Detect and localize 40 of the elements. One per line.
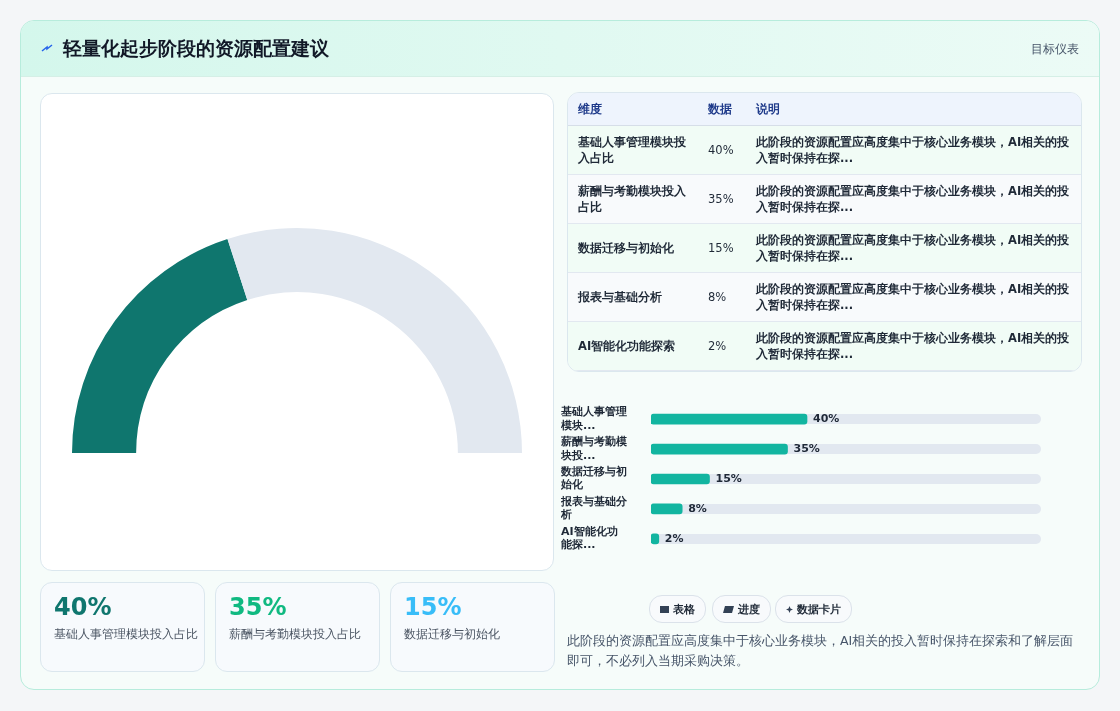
text: 8%	[708, 290, 727, 304]
y-tick-label: 基础人事管理模块...	[560, 405, 627, 432]
category-label: AI智能化功能探索	[568, 321, 698, 371]
text: 数据卡片	[797, 601, 841, 617]
text: 40%	[54, 593, 112, 621]
text: 2%	[708, 339, 727, 353]
text: 15%	[404, 593, 462, 621]
text: 此阶段的资源配置应高度集中于核心业务模块，AI相关的投入暂时保持在探...	[746, 223, 1081, 273]
data-label: 40%	[813, 412, 840, 426]
text: 数据	[698, 93, 746, 126]
text: 目标仪表	[1031, 41, 1079, 58]
text: 35%	[708, 192, 734, 206]
text: 进度	[738, 601, 760, 617]
y-tick-label: 薪酬与考勤模块投...	[560, 435, 628, 462]
category-label: 基础人事管理模块投入占比	[54, 627, 199, 642]
text: 此阶段的资源配置应高度集中于核心业务模块，AI相关的投入暂时保持在探索和了解层面即可，不必列入当期采购决策。	[567, 632, 1075, 670]
text: 此阶段的资源配置应高度集中于核心业务模块，AI相关的投入暂时保持在探...	[746, 321, 1081, 371]
data-label: 15%	[715, 471, 742, 485]
text: 35%	[229, 593, 287, 621]
text: 40%	[708, 143, 734, 157]
text: 15%	[708, 241, 734, 255]
text: 说明	[746, 93, 1081, 126]
y-tick-label: 报表与基础分析	[560, 495, 628, 522]
category-label: 薪酬与考勤模块投入占比	[568, 174, 698, 224]
text: 此阶段的资源配置应高度集中于核心业务模块，AI相关的投入暂时保持在探...	[746, 125, 1081, 175]
data-label: 8%	[688, 501, 707, 515]
category-label: 薪酬与考勤模块投入占比	[229, 627, 362, 642]
category-label: 数据迁移与初始化	[404, 627, 501, 642]
category-label: 基础人事管理模块投入占比	[568, 125, 698, 175]
text: 维度	[568, 93, 698, 126]
text: 轻量化起步阶段的资源配置建议	[63, 36, 329, 61]
y-tick-label: 数据迁移与初始化	[560, 465, 627, 492]
data-label: 2%	[664, 531, 684, 545]
text: 此阶段的资源配置应高度集中于核心业务模块，AI相关的投入暂时保持在探...	[746, 272, 1081, 322]
bar	[651, 503, 683, 515]
text: 此阶段的资源配置应高度集中于核心业务模块，AI相关的投入暂时保持在探...	[746, 174, 1081, 224]
text: 表格	[673, 601, 695, 617]
y-tick-label: AI智能化功能探...	[561, 525, 618, 552]
data-label: 35%	[793, 441, 820, 455]
bar	[651, 473, 710, 485]
